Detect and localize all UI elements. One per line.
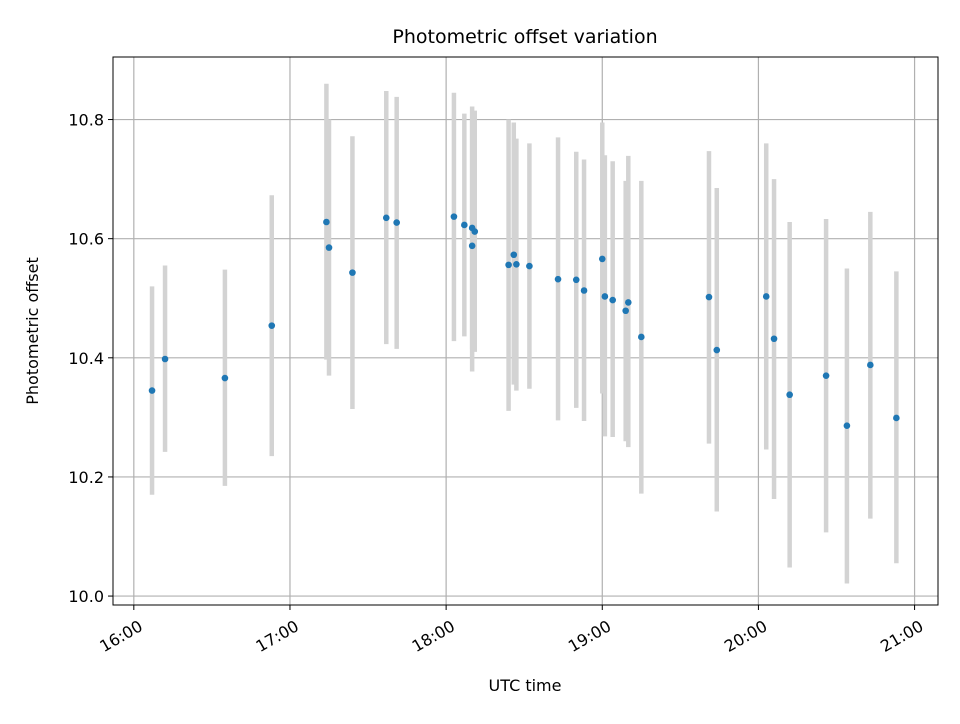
y-tick-label: 10.2 bbox=[68, 468, 104, 487]
data-point bbox=[471, 228, 479, 235]
data-point bbox=[622, 307, 629, 315]
data-point bbox=[554, 275, 562, 283]
data-point bbox=[601, 293, 609, 300]
data-point bbox=[822, 372, 830, 379]
data-point bbox=[762, 293, 770, 300]
data-point bbox=[393, 219, 400, 226]
data-point bbox=[148, 387, 156, 394]
y-tick-label: 10.0 bbox=[68, 587, 104, 606]
chart-title: Photometric offset variation bbox=[392, 26, 657, 48]
plot-frame bbox=[112, 56, 939, 606]
data-point bbox=[450, 213, 458, 220]
data-point bbox=[268, 322, 276, 329]
data-point bbox=[786, 391, 793, 399]
data-point bbox=[325, 244, 333, 251]
data-point bbox=[382, 214, 390, 222]
data-point bbox=[468, 242, 476, 250]
data-point bbox=[598, 255, 606, 263]
data-point bbox=[580, 287, 588, 294]
data-point bbox=[770, 335, 778, 343]
data-point bbox=[713, 346, 721, 354]
grid bbox=[113, 57, 938, 605]
data-point bbox=[893, 414, 900, 422]
x-axis-label: UTC time bbox=[489, 676, 562, 695]
y-axis-label: Photometric offset bbox=[23, 257, 42, 405]
data-points bbox=[148, 213, 900, 430]
data-point bbox=[221, 374, 229, 382]
data-point bbox=[510, 251, 518, 259]
y-tick-label: 10.6 bbox=[68, 230, 104, 249]
data-point bbox=[505, 261, 512, 269]
data-point bbox=[572, 276, 580, 284]
data-point bbox=[843, 422, 851, 430]
data-point bbox=[161, 355, 169, 363]
data-point bbox=[705, 293, 713, 301]
data-point bbox=[461, 221, 468, 229]
data-point bbox=[609, 296, 616, 304]
y-tick-label: 10.4 bbox=[68, 349, 104, 368]
data-point bbox=[349, 269, 356, 276]
data-point bbox=[513, 260, 520, 268]
data-point bbox=[526, 262, 533, 270]
data-point bbox=[323, 218, 330, 226]
data-point bbox=[624, 299, 632, 306]
y-tick-label: 10.8 bbox=[68, 111, 104, 130]
data-point bbox=[867, 361, 874, 369]
data-point bbox=[638, 333, 645, 341]
